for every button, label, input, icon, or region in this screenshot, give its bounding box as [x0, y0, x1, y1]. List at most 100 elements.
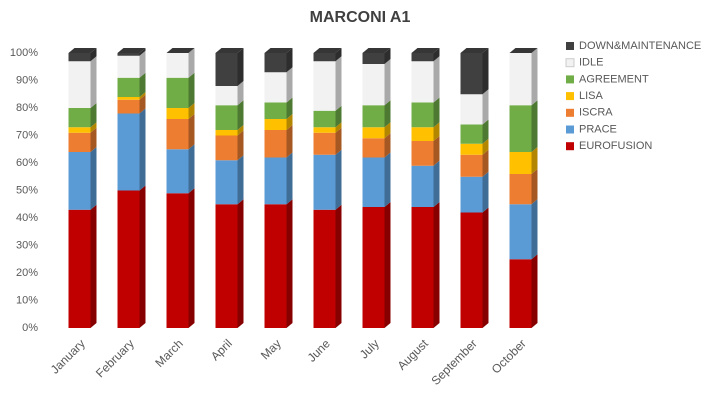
bar-segment — [411, 165, 434, 207]
bar-side — [433, 56, 440, 103]
bar-segment — [166, 77, 189, 108]
y-tick-label: 20% — [16, 267, 38, 279]
bar-side — [335, 149, 342, 210]
bar-side — [335, 48, 342, 62]
y-tick-label: 30% — [16, 239, 38, 251]
bar-side — [237, 100, 244, 130]
bar-side — [531, 48, 538, 106]
bar-segment — [264, 130, 287, 158]
bar-side — [188, 188, 195, 328]
bar-segment — [68, 53, 91, 62]
bar-segment — [215, 160, 238, 205]
bar-side — [90, 147, 97, 210]
bar-side — [335, 56, 342, 111]
bar-segment — [460, 154, 483, 177]
bar-side — [90, 204, 97, 328]
bar-segment — [313, 127, 336, 133]
bar-segment — [68, 61, 91, 108]
legend-swatch — [566, 42, 574, 50]
bar-segment — [362, 138, 385, 158]
bar-segment — [264, 102, 287, 119]
y-tick-label: 90% — [16, 74, 38, 86]
bar-side — [139, 50, 146, 78]
bar-segment — [166, 108, 189, 119]
bar-side — [188, 114, 195, 150]
bar-segment — [460, 94, 483, 125]
bar-segment — [460, 176, 483, 213]
bar-side — [482, 171, 489, 213]
bar-segment — [264, 119, 287, 130]
bar-segment — [313, 154, 336, 210]
bar-segment — [166, 53, 189, 78]
bar-top — [362, 48, 391, 53]
legend-swatch — [566, 125, 574, 134]
bar-segment — [215, 130, 238, 136]
bar-segment — [117, 113, 140, 191]
bar-side — [188, 48, 195, 78]
bar-segment — [509, 259, 532, 328]
bar-segment — [509, 174, 532, 205]
bar-segment — [411, 102, 434, 128]
bar-top — [460, 48, 489, 53]
bar-side — [286, 152, 293, 205]
bar-segment — [362, 64, 385, 106]
bar-segment — [166, 193, 189, 328]
legend-swatch — [566, 142, 574, 151]
bar-side — [384, 133, 391, 158]
bar-segment — [166, 149, 189, 194]
bar-side — [384, 152, 391, 207]
bar-top — [68, 48, 97, 53]
bar-segment — [509, 53, 532, 106]
bar-side — [384, 48, 391, 64]
bar-segment — [313, 110, 336, 128]
y-tick-label: 60% — [16, 157, 38, 169]
bar-top — [166, 48, 195, 53]
bar-side — [335, 105, 342, 128]
bar-side — [433, 160, 440, 207]
bar-segment — [117, 99, 140, 114]
bar-side — [237, 130, 244, 161]
bar-top — [264, 48, 293, 53]
bar-top — [215, 48, 244, 53]
bar-side — [335, 204, 342, 328]
bar-segment — [68, 108, 91, 128]
bar-segment — [117, 53, 140, 56]
bar-side — [482, 207, 489, 328]
bar-segment — [264, 157, 287, 205]
legend-label: IDLE — [579, 57, 603, 69]
bar-segment — [460, 143, 483, 155]
y-tick-label: 50% — [16, 184, 38, 196]
y-tick-label: 80% — [16, 102, 38, 114]
bar-segment — [362, 105, 385, 128]
bar-segment — [117, 55, 140, 78]
bar-side — [139, 72, 146, 97]
bar-segment — [215, 105, 238, 130]
bar-side — [188, 72, 195, 108]
bar-side — [433, 122, 440, 141]
bar-side — [482, 149, 489, 177]
bar-side — [384, 100, 391, 128]
bar-side — [237, 48, 244, 86]
bar-side — [286, 97, 293, 119]
bar-segment — [313, 132, 336, 155]
bar-segment — [117, 190, 140, 328]
bar-segment — [313, 61, 336, 111]
bar-side — [286, 114, 293, 130]
bar-side — [286, 125, 293, 158]
bar-side — [90, 122, 97, 133]
bar-side — [139, 92, 146, 100]
bar-side — [188, 103, 195, 119]
bar-segment — [215, 53, 238, 86]
bar-side — [139, 48, 146, 56]
legend-swatch — [566, 108, 574, 117]
bar-segment — [460, 124, 483, 144]
bar-side — [433, 97, 440, 128]
y-tick-label: 70% — [16, 129, 38, 141]
bar-segment — [509, 105, 532, 152]
bar-side — [237, 125, 244, 136]
bar-segment — [362, 127, 385, 139]
bar-side — [237, 199, 244, 328]
bar-top — [509, 48, 538, 53]
